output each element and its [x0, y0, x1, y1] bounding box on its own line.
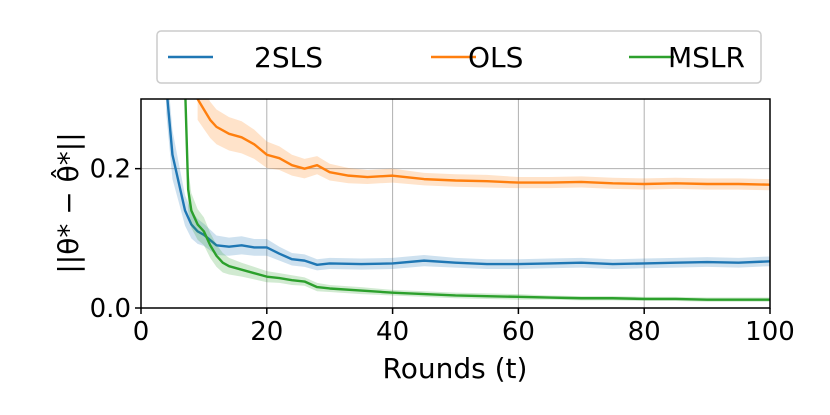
- series-line-ols: [196, 99, 770, 186]
- legend-label-ols: OLS: [468, 41, 523, 74]
- series-band-2sls: [166, 99, 770, 271]
- ticks: 0 20 40 60 80 100 0.0 0.2: [90, 155, 795, 347]
- legend: 2SLS OLS MSLR: [156, 30, 762, 84]
- x-tick-label: 20: [250, 317, 283, 347]
- y-tick-label: 0.0: [90, 294, 131, 324]
- y-tick-label: 0.2: [90, 155, 131, 185]
- series-band-ols: [197, 99, 770, 191]
- plot-area: [140, 98, 771, 309]
- x-tick-label: 100: [745, 317, 795, 347]
- y-axis-label: ||θ* − θ̂*||: [49, 132, 85, 273]
- x-tick-label: 80: [628, 317, 661, 347]
- plot-background: [141, 99, 770, 308]
- x-axis-label: Rounds (t): [383, 352, 528, 385]
- x-tick-label: 40: [376, 317, 409, 347]
- x-tick-label: 60: [502, 317, 535, 347]
- plot-frame: [140, 98, 771, 309]
- legend-label-mslr: MSLR: [668, 41, 745, 74]
- series-line-mslr: [184, 99, 770, 301]
- series-line-2sls: [166, 99, 770, 267]
- legend-label-2sls: 2SLS: [254, 41, 323, 74]
- x-tick-label: 0: [133, 317, 150, 347]
- grid: [141, 99, 770, 308]
